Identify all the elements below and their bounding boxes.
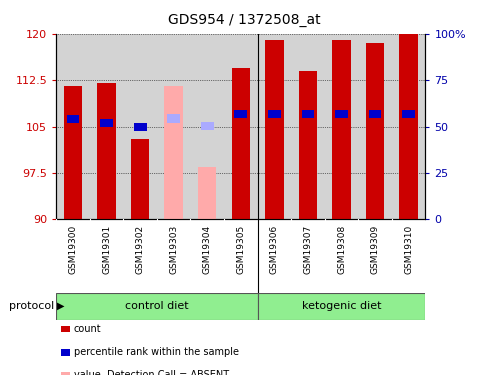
Bar bbox=[231, 68, 249, 219]
Text: ▶: ▶ bbox=[57, 301, 64, 311]
Bar bbox=[201, 122, 213, 130]
Bar bbox=[264, 40, 283, 219]
Bar bbox=[224, 34, 257, 219]
Text: GSM19300: GSM19300 bbox=[68, 225, 78, 274]
Text: GSM19302: GSM19302 bbox=[135, 225, 144, 274]
Bar bbox=[100, 120, 113, 128]
Text: ketogenic diet: ketogenic diet bbox=[301, 301, 381, 311]
Text: count: count bbox=[74, 324, 101, 334]
Bar bbox=[324, 34, 358, 219]
Text: GSM19301: GSM19301 bbox=[102, 225, 111, 274]
Bar bbox=[267, 110, 280, 118]
Text: percentile rank within the sample: percentile rank within the sample bbox=[74, 347, 238, 357]
Bar bbox=[97, 83, 116, 219]
Text: control diet: control diet bbox=[125, 301, 188, 311]
Text: GSM19310: GSM19310 bbox=[403, 225, 412, 274]
Bar bbox=[131, 139, 149, 219]
Bar bbox=[365, 43, 384, 219]
Bar bbox=[56, 34, 90, 219]
Bar bbox=[301, 110, 314, 118]
Bar bbox=[123, 34, 157, 219]
Bar bbox=[257, 292, 425, 320]
Bar bbox=[66, 115, 79, 123]
Bar bbox=[402, 110, 414, 118]
Bar bbox=[368, 110, 381, 118]
Bar bbox=[332, 40, 350, 219]
Bar bbox=[157, 34, 190, 219]
Bar bbox=[198, 167, 216, 219]
Bar bbox=[234, 110, 247, 118]
Bar bbox=[358, 34, 391, 219]
Bar bbox=[391, 34, 425, 219]
Text: GSM19309: GSM19309 bbox=[370, 225, 379, 274]
Text: GSM19305: GSM19305 bbox=[236, 225, 245, 274]
Bar bbox=[334, 110, 347, 118]
Bar bbox=[257, 34, 290, 219]
Text: GSM19308: GSM19308 bbox=[336, 225, 346, 274]
Bar bbox=[290, 34, 324, 219]
Text: value, Detection Call = ABSENT: value, Detection Call = ABSENT bbox=[74, 370, 228, 375]
Bar bbox=[167, 114, 180, 123]
Bar bbox=[56, 292, 257, 320]
Bar bbox=[298, 71, 317, 219]
Text: protocol: protocol bbox=[8, 301, 54, 311]
Bar bbox=[190, 34, 224, 219]
Text: GSM19307: GSM19307 bbox=[303, 225, 312, 274]
Bar bbox=[399, 34, 417, 219]
Text: GSM19304: GSM19304 bbox=[203, 225, 211, 274]
Text: GDS954 / 1372508_at: GDS954 / 1372508_at bbox=[168, 13, 320, 27]
Bar bbox=[90, 34, 123, 219]
Bar bbox=[63, 86, 82, 219]
Bar bbox=[134, 123, 146, 131]
Text: GSM19306: GSM19306 bbox=[269, 225, 278, 274]
Bar bbox=[164, 86, 183, 219]
Text: GSM19303: GSM19303 bbox=[169, 225, 178, 274]
